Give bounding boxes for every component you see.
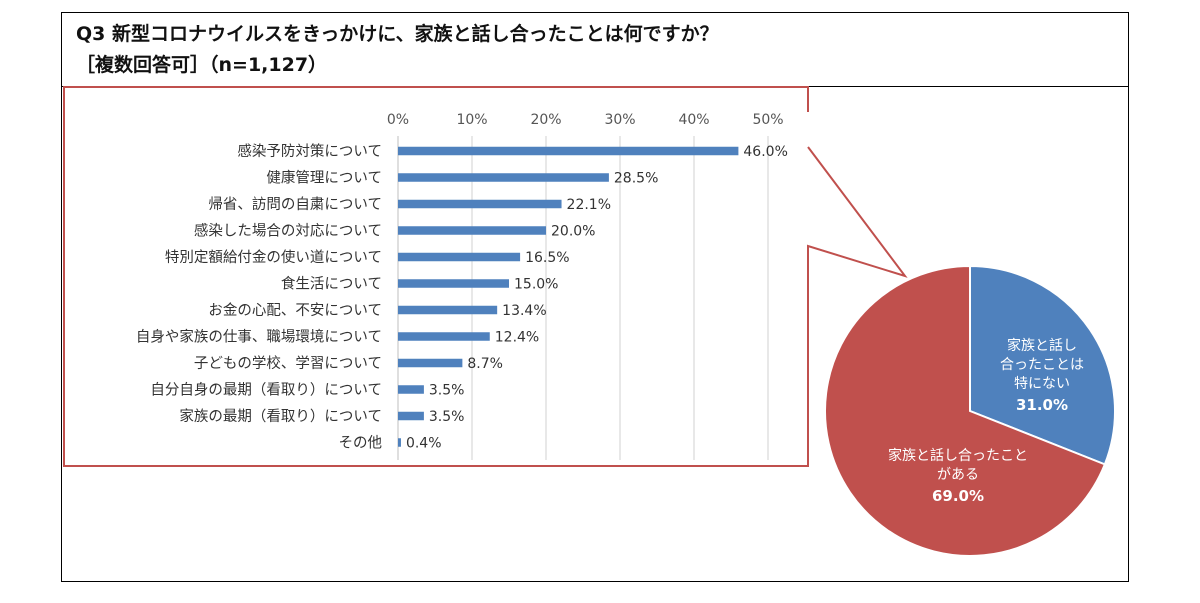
bar-chart: 感染予防対策について 46.0% 健康管理について 28.5% 帰省、訪問の自粛について… [136,143,788,452]
pie-slice-label: 家族と話し [1007,337,1077,354]
category-label: 子どもの学校、学習について [194,355,382,372]
bar [398,199,562,209]
title-area: Q3 新型コロナウイルスをきっかけに、家族と話し合ったことは何ですか？ ［複数回… [62,13,1128,87]
bar [398,411,424,421]
category-label: 健康管理について [266,170,382,187]
bar [398,173,609,182]
value-label: 46.0% [743,144,787,160]
bar [398,226,546,235]
value-label: 16.5% [525,250,569,266]
chart-title: Q3 新型コロナウイルスをきっかけに、家族と話し合ったことは何ですか？ [76,23,719,45]
x-tick-label: 0% [387,112,409,128]
category-label: 自分自身の最期（看取り）について [150,382,382,399]
bar [398,279,509,288]
value-label: 3.5% [429,409,465,425]
x-tick-label: 50% [752,112,783,128]
category-label: 感染予防対策について [237,143,382,160]
category-label: 食生活について [281,276,382,293]
pie-slice-label: がある [937,467,979,483]
bar [398,252,521,262]
pie-value-label: 69.0% [932,487,984,505]
value-label: 3.5% [429,383,465,399]
value-label: 15.0% [514,277,558,293]
value-label: 28.5% [614,171,658,187]
category-label: 特別定額給付金の使い道について [165,249,382,266]
callout [63,86,908,467]
category-label: 自身や家族の仕事、職場環境について [136,328,382,346]
bar [398,438,401,447]
pie-value-label: 31.0% [1016,396,1068,414]
x-tick-label: 30% [604,112,635,128]
pie-slice-label: 特にない [1014,376,1070,392]
category-label: 感染した場合の対応について [194,223,382,240]
bar [398,358,463,368]
value-label: 13.4% [502,303,546,319]
value-label: 12.4% [495,330,539,346]
bar [398,146,739,156]
value-label: 0.4% [406,436,442,452]
value-label: 22.1% [567,197,611,213]
bar-grid: 0% 10% 20% 30% 40% 50% [387,112,784,460]
value-label: 8.7% [467,356,503,372]
value-label: 20.0% [551,224,595,240]
pie-slice-label: 合ったことは [1000,357,1084,373]
category-label: その他 [339,435,383,452]
bar [398,385,424,394]
x-tick-label: 10% [456,112,487,128]
category-label: お金の心配、不安について [208,302,382,319]
category-label: 帰省、訪問の自粛について [208,195,382,213]
figure-frame: Q3 新型コロナウイルスをきっかけに、家族と話し合ったことは何ですか？ ［複数回… [61,12,1129,582]
category-label: 家族の最期（看取り）について [179,408,382,425]
bar [398,332,490,341]
pie-slice [969,264,1116,466]
pie-slice [824,264,1107,557]
bar [398,305,498,315]
x-tick-label: 20% [530,112,561,128]
callout-outline [63,86,908,467]
pie-slice-label: 家族と話し合ったこと [888,447,1028,464]
x-tick-label: 40% [678,112,709,128]
chart-subtitle: ［複数回答可］（n=1,127） [76,54,328,76]
